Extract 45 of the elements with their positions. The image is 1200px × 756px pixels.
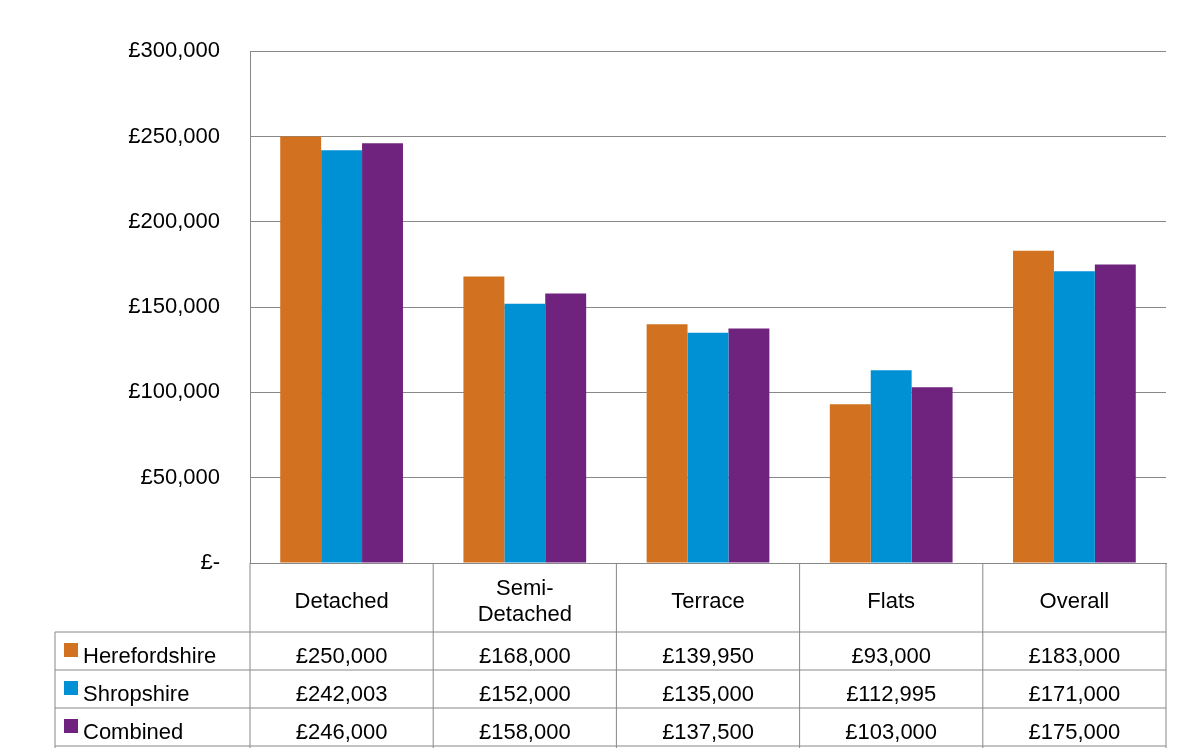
y-tick-label: £200,000	[128, 207, 220, 233]
x-tick-label: Terrace	[671, 587, 745, 613]
y-tick-label: £-	[200, 549, 220, 575]
data-label: £168,000	[478, 643, 571, 669]
y-tick-label: £100,000	[128, 378, 220, 404]
data-label: £103,000	[845, 719, 938, 745]
legend-label: Combined	[83, 719, 184, 745]
bar	[1053, 271, 1095, 563]
bar	[687, 332, 729, 563]
bar	[280, 136, 322, 563]
y-tick-label: £300,000	[128, 37, 220, 63]
legend-label: Herefordshire	[83, 643, 217, 669]
bar	[545, 293, 587, 563]
bar	[870, 370, 912, 563]
y-tick-label: £250,000	[128, 122, 220, 148]
data-label: £135,000	[662, 681, 754, 707]
data-label: £250,000	[295, 643, 388, 669]
y-tick-label: £50,000	[140, 463, 220, 489]
bar	[728, 328, 770, 563]
data-label: £183,000	[1028, 643, 1121, 669]
bar	[463, 276, 505, 563]
x-tick-label: Semi-Detached	[477, 574, 572, 626]
x-tick-label: Detached	[294, 587, 389, 613]
x-tick-label: Flats	[867, 587, 916, 613]
data-label: £112,995	[846, 681, 937, 707]
bar	[321, 150, 363, 563]
bar	[911, 387, 953, 563]
y-tick-label: £150,000	[128, 293, 220, 319]
bar	[646, 324, 688, 563]
data-label: £158,000	[478, 719, 571, 745]
bar	[362, 143, 403, 563]
data-label: £242,003	[295, 681, 388, 707]
data-label: £175,000	[1028, 719, 1121, 745]
data-label: £93,000	[851, 643, 931, 669]
legend-label: Shropshire	[83, 681, 190, 707]
bar	[1094, 264, 1136, 563]
bar	[504, 303, 546, 563]
data-label: £246,000	[295, 719, 388, 745]
data-label: £137,500	[662, 719, 754, 745]
bar	[1013, 250, 1054, 563]
x-tick-label: Overall	[1039, 587, 1110, 613]
data-label: £171,000	[1028, 681, 1121, 707]
bar	[829, 404, 871, 563]
data-label: £139,950	[662, 643, 754, 669]
data-label: £152,000	[478, 681, 571, 707]
